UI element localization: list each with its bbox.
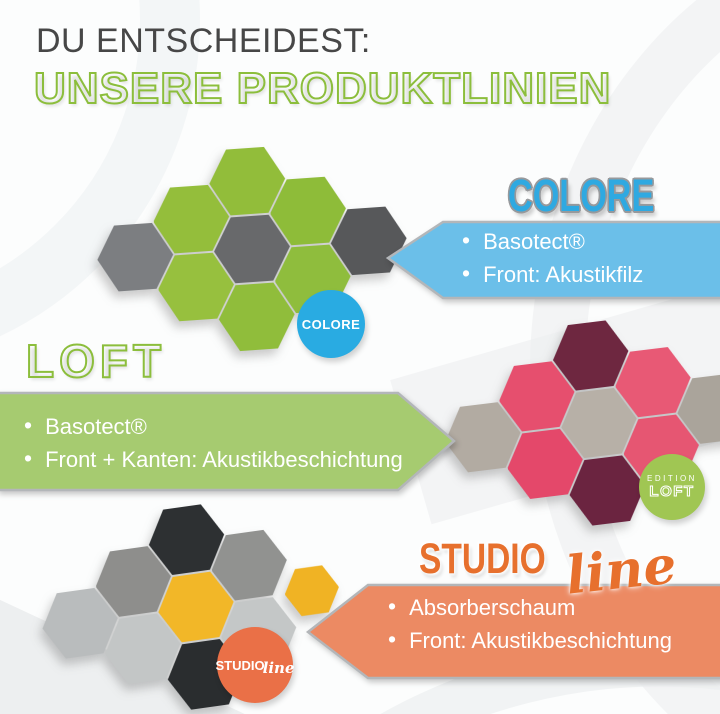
bullet-item: Front + Kanten: Akustikbeschichtung (24, 446, 403, 479)
bullet-item: Front: Akustikbeschichtung (388, 627, 672, 660)
badge-label: STUDIO (215, 657, 265, 673)
bullet-item: Basotect® (462, 228, 643, 261)
product-title-studio: STUDIO (419, 535, 546, 583)
badge-edition-loft: EDITION LOFT (639, 454, 705, 520)
bullet-list-loft: Basotect® Front + Kanten: Akustikbeschic… (24, 413, 403, 479)
page-subtitle: UNSERE PRODUKTLINIEN (33, 63, 612, 114)
bullet-text: Front: Akustikbeschichtung (409, 628, 672, 653)
badge-sublabel: EDITION (647, 474, 697, 483)
bullet-text: Basotect® (483, 229, 585, 254)
bullet-list-studio: Absorberschaum Front: Akustikbeschichtun… (388, 594, 672, 660)
bullet-text: Absorberschaum (409, 595, 576, 620)
product-title-colore: COLORE (508, 170, 655, 221)
badge-colore: COLORE (297, 290, 365, 358)
product-title-loft: LOFT (25, 334, 167, 388)
bullet-text: Front + Kanten: Akustikbeschichtung (45, 447, 403, 472)
bullet-text: Basotect® (45, 414, 147, 439)
product-title-studio-script: line (563, 534, 680, 607)
bullet-item: Front: Akustikfilz (462, 261, 643, 294)
badge-script-label: line (262, 659, 295, 677)
bullet-list-colore: Basotect® Front: Akustikfilz (462, 228, 643, 294)
badge-label: COLORE (301, 316, 361, 332)
bullet-text: Front: Akustikfilz (483, 262, 644, 287)
badge-label: LOFT (649, 483, 695, 501)
badge-studio-line: STUDIO line (215, 627, 295, 703)
bullet-item: Basotect® (24, 413, 403, 446)
page-title: DU ENTSCHEIDEST: (36, 22, 371, 60)
